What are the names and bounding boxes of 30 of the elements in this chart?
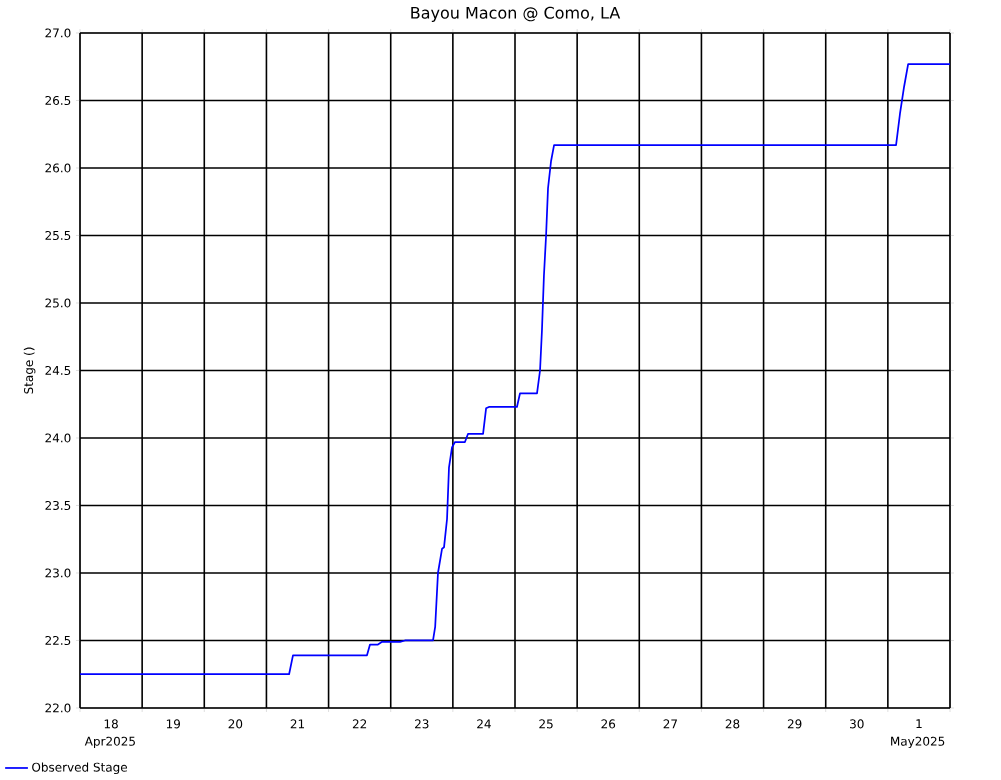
x-tick-label: 30 (850, 719, 864, 729)
chart-title: Bayou Macon @ Como, LA (411, 6, 621, 22)
y-tick-label: 27.0 (45, 28, 71, 38)
x-tick-label: 18 (104, 719, 118, 729)
y-tick-label: 23.0 (45, 568, 71, 578)
x-tick-label: 26 (601, 719, 616, 729)
x-tick-label: 29 (787, 719, 802, 729)
legend-label: Observed Stage (32, 762, 128, 775)
x-tick-label: 27 (663, 719, 677, 729)
x-tick-label: 20 (228, 719, 243, 729)
text: May2025 (891, 736, 945, 749)
text: Apr2025 (84, 736, 135, 749)
x-tick-label: 1 (916, 719, 922, 729)
y-tick-label: 26.5 (45, 95, 71, 106)
y-tick-label: 25.5 (45, 230, 71, 241)
x-tick-label: 25 (539, 719, 553, 729)
y-tick-label: 23.5 (45, 500, 71, 511)
y-tick-label: 24.5 (45, 365, 71, 376)
x-tick-label: 21 (290, 719, 305, 729)
x-tick-label: 19 (166, 719, 181, 729)
y-tick-label: 25.0 (45, 298, 71, 308)
x-tick-label: 22 (352, 719, 367, 729)
y-tick-label: 24.0 (45, 433, 71, 443)
x-tick-label: 28 (725, 719, 740, 729)
y-tick-label: 22.5 (45, 635, 71, 646)
y-axis-title: Stage () (23, 347, 36, 394)
y-tick-label: 22.0 (45, 703, 71, 713)
x-tick-label: 23 (415, 719, 429, 729)
x-tick-label: 24 (477, 719, 491, 729)
y-tick-label: 26.0 (45, 163, 71, 173)
